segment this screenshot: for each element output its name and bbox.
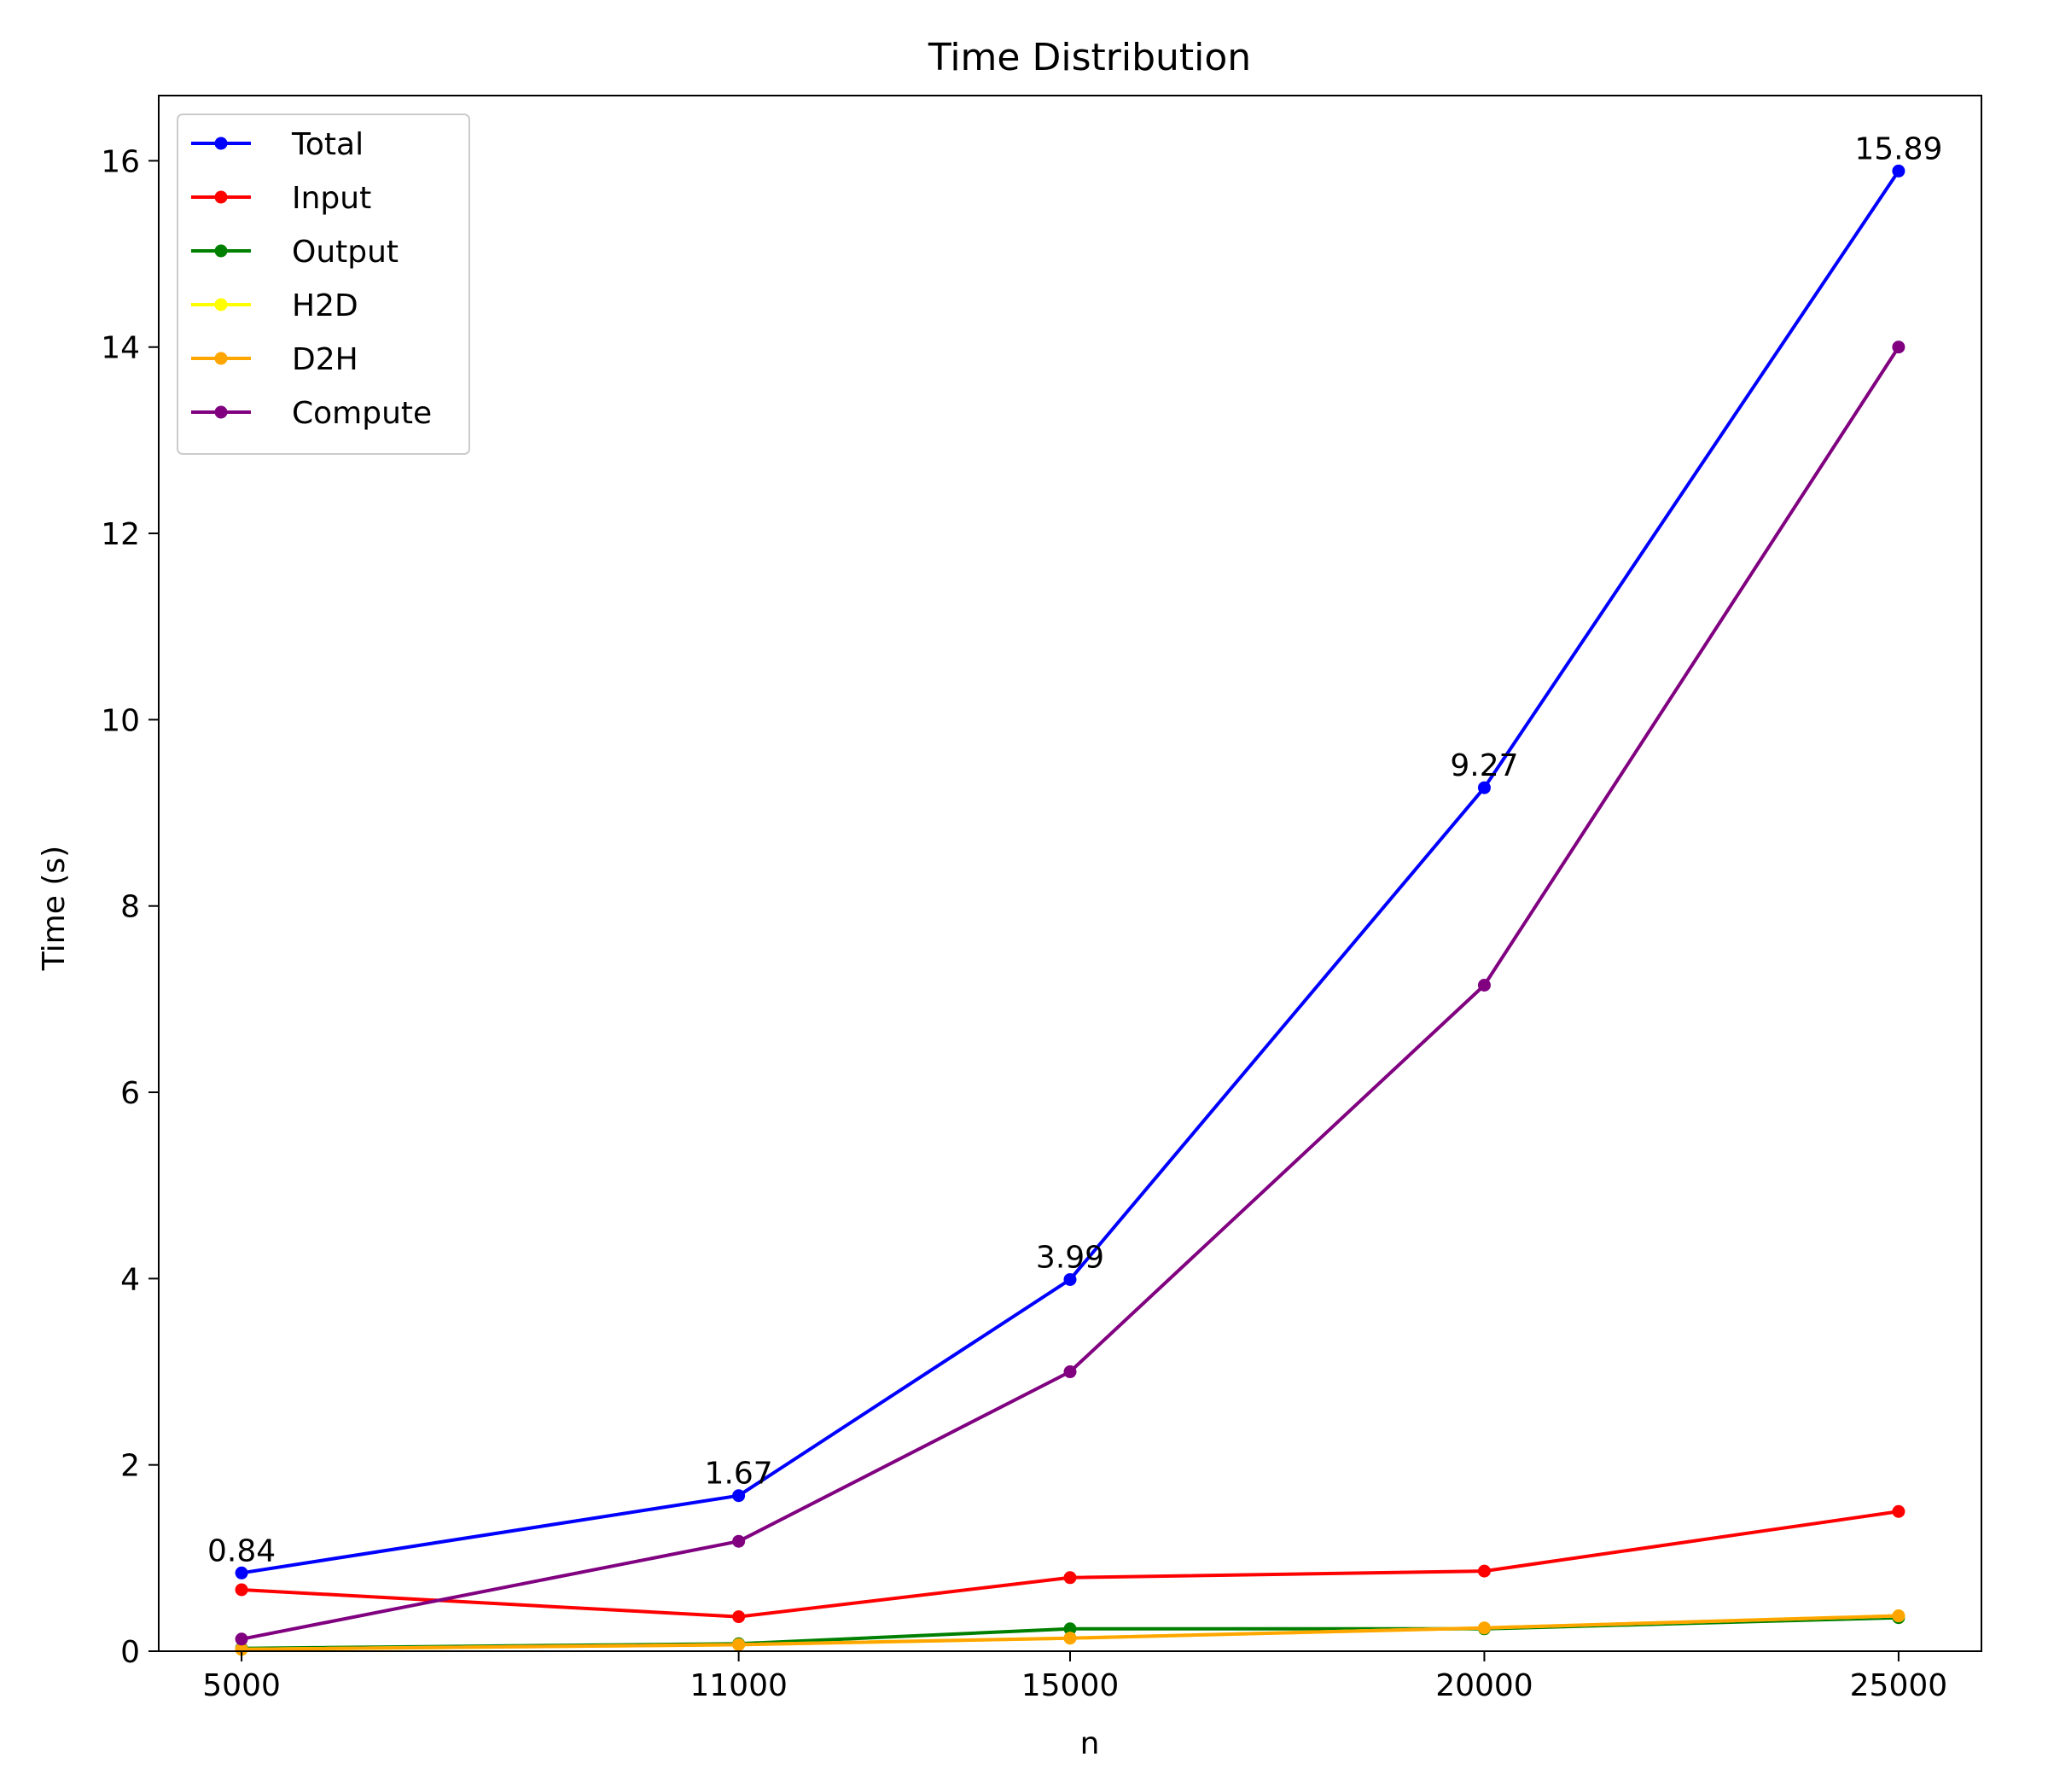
legend-marker-output xyxy=(214,244,228,258)
x-axis-label: n xyxy=(1080,1726,1100,1761)
y-tick-label: 12 xyxy=(101,517,140,552)
y-tick-label: 16 xyxy=(101,144,140,179)
data-point-total xyxy=(235,1566,248,1580)
data-point-compute xyxy=(1892,340,1905,354)
x-tick-label: 15000 xyxy=(1021,1668,1120,1703)
legend-label-h2d: H2D xyxy=(292,288,358,323)
data-point-compute xyxy=(732,1534,746,1548)
data-label: 0.84 xyxy=(207,1533,276,1568)
legend-box xyxy=(177,113,470,455)
data-point-d2h xyxy=(732,1638,746,1651)
data-point-total xyxy=(732,1489,746,1503)
legend-label-output: Output xyxy=(292,235,399,270)
data-point-total xyxy=(1477,781,1491,794)
y-tick-label: 10 xyxy=(101,703,140,738)
y-tick-label: 4 xyxy=(120,1262,140,1297)
data-point-input xyxy=(732,1610,746,1624)
x-tick-label: 20000 xyxy=(1435,1668,1533,1703)
data-label: 9.27 xyxy=(1450,748,1518,783)
data-point-total xyxy=(1063,1272,1077,1286)
data-point-total xyxy=(1892,164,1905,177)
x-tick-label: 25000 xyxy=(1850,1668,1948,1703)
x-tick-label: 11000 xyxy=(689,1668,788,1703)
data-point-compute xyxy=(1063,1365,1077,1379)
data-point-output xyxy=(1063,1622,1077,1636)
legend-marker-input xyxy=(214,190,228,204)
legend-marker-total xyxy=(214,137,228,150)
x-tick-label: 5000 xyxy=(202,1668,281,1703)
legend: Total Input Output H2D D2H Compute xyxy=(177,113,470,455)
data-point-input xyxy=(235,1583,248,1597)
axes: 5000 11000 15000 20000 25000 0 2 4 6 8 10 12 14 16 xyxy=(101,95,1982,1703)
data-point-compute xyxy=(235,1632,248,1646)
data-label: 15.89 xyxy=(1854,131,1942,166)
data-point-compute xyxy=(1477,978,1491,992)
data-point-d2h xyxy=(1063,1632,1077,1645)
plot-area: 0.84 1.67 3.99 9.27 15.89 xyxy=(207,131,1942,1656)
data-point-input xyxy=(1063,1571,1077,1585)
chart-title: Time Distribution xyxy=(928,36,1251,79)
legend-marker-d2h xyxy=(214,352,228,365)
legend-marker-h2d xyxy=(214,298,228,311)
legend-label-total: Total xyxy=(291,127,364,162)
data-point-input xyxy=(1892,1504,1905,1518)
legend-label-input: Input xyxy=(292,181,371,216)
data-point-d2h xyxy=(1892,1609,1905,1623)
y-tick-label: 2 xyxy=(120,1449,140,1484)
y-tick-label: 8 xyxy=(120,890,140,925)
legend-label-compute: Compute xyxy=(292,396,432,431)
data-label: 3.99 xyxy=(1036,1240,1104,1275)
y-tick-label: 6 xyxy=(120,1076,140,1111)
y-tick-label: 14 xyxy=(101,331,140,366)
data-point-input xyxy=(1477,1564,1491,1578)
legend-marker-compute xyxy=(214,405,228,419)
data-point-d2h xyxy=(235,1643,248,1656)
data-label: 1.67 xyxy=(705,1457,773,1492)
y-axis-label: Time (s) xyxy=(37,846,72,971)
y-tick-label: 0 xyxy=(120,1635,140,1670)
legend-label-d2h: D2H xyxy=(292,342,358,377)
data-point-d2h xyxy=(1477,1621,1491,1635)
